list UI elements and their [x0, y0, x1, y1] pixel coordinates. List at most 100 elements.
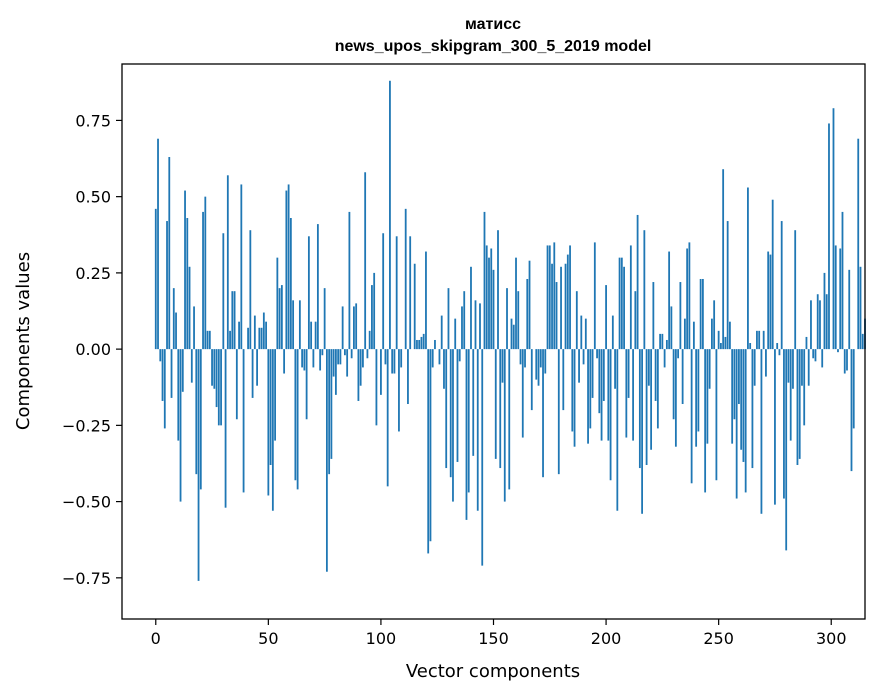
bar: [337, 349, 340, 365]
bar: [420, 336, 423, 350]
bar: [715, 349, 718, 481]
bar: [310, 321, 313, 350]
bar: [652, 282, 655, 350]
bar: [571, 349, 574, 432]
bar: [224, 349, 227, 508]
bar: [717, 330, 720, 350]
bar: [634, 291, 637, 350]
y-tick-label: −0.50: [62, 493, 111, 512]
bar: [168, 157, 171, 350]
bar: [643, 230, 646, 350]
bar: [249, 230, 252, 350]
y-tick-label: −0.25: [62, 416, 111, 435]
bar: [242, 349, 245, 493]
bar: [186, 218, 189, 350]
bar: [742, 349, 745, 462]
bar: [758, 330, 761, 350]
bar: [805, 336, 808, 350]
bar: [280, 285, 283, 350]
bar: [551, 263, 553, 350]
y-axis-label: Components values: [13, 252, 34, 430]
bar: [584, 318, 587, 350]
bar: [819, 300, 821, 350]
bar: [744, 349, 747, 493]
bar: [756, 330, 758, 350]
bar: [708, 349, 711, 389]
bar: [240, 184, 243, 350]
bar: [528, 260, 531, 350]
bar: [521, 349, 524, 438]
bar: [762, 330, 765, 350]
bar: [848, 269, 851, 350]
bar: [861, 333, 864, 350]
bar: [789, 349, 792, 441]
bar: [407, 349, 409, 405]
bar: [503, 349, 506, 502]
bar: [607, 349, 610, 441]
bar: [798, 349, 801, 459]
y-tick-label: 0.25: [75, 264, 111, 283]
bar: [334, 349, 337, 395]
bar: [362, 349, 364, 368]
bar: [353, 306, 355, 350]
bar: [697, 349, 700, 432]
bar: [296, 349, 299, 490]
bar: [794, 230, 797, 350]
bar: [720, 343, 722, 350]
bar: [483, 211, 486, 350]
bar: [636, 214, 639, 350]
bar: [796, 349, 799, 465]
bar: [580, 315, 583, 350]
bar: [188, 266, 191, 350]
bar: [654, 349, 657, 401]
bar: [316, 224, 319, 350]
bar: [163, 349, 166, 429]
bar: [289, 218, 292, 350]
bar: [600, 349, 603, 441]
bar: [810, 300, 812, 350]
bar: [175, 312, 177, 350]
bar: [476, 349, 479, 511]
bar: [681, 349, 684, 405]
bar: [517, 291, 520, 350]
bar: [751, 349, 754, 469]
bar: [452, 349, 454, 502]
bar: [843, 349, 846, 374]
bar: [233, 291, 236, 350]
bar: [172, 288, 175, 350]
y-tick-label: 0.50: [75, 188, 111, 207]
bar: [587, 349, 589, 444]
bar: [749, 343, 752, 350]
bar: [215, 349, 218, 408]
bar: [220, 349, 222, 426]
bar: [837, 349, 839, 353]
bar: [724, 336, 727, 350]
bar: [262, 312, 265, 350]
bar: [226, 175, 229, 350]
bar: [204, 196, 207, 350]
bar: [357, 349, 360, 401]
bar: [474, 300, 477, 350]
bar: [190, 349, 193, 383]
bar: [202, 211, 204, 350]
bar: [519, 349, 522, 365]
bar: [573, 349, 576, 447]
bar: [625, 349, 628, 438]
bar: [449, 349, 452, 478]
bar: [398, 349, 400, 432]
bar: [157, 138, 159, 350]
bar: [821, 349, 824, 368]
bar: [344, 349, 346, 356]
bar: [852, 349, 855, 429]
bar: [470, 266, 472, 350]
bar: [422, 333, 425, 350]
bar: [695, 349, 698, 447]
bar: [425, 251, 427, 350]
bar: [229, 330, 231, 350]
bar: [292, 300, 295, 350]
bar: [260, 327, 263, 350]
bar: [341, 306, 344, 350]
bar: [771, 199, 774, 350]
bar: [166, 221, 168, 350]
bar: [834, 245, 837, 350]
